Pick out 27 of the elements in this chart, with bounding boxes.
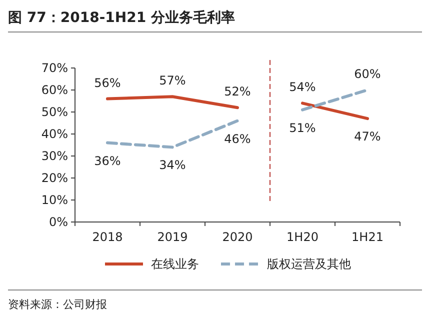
chart-title: 图 77：2018-1H21 分业务毛利率 <box>8 9 235 26</box>
data-label: 54% <box>289 80 316 94</box>
y-tick-label: 0% <box>48 215 68 229</box>
data-label: 60% <box>354 67 381 81</box>
y-tick-label: 60% <box>41 83 68 97</box>
data-label: 47% <box>354 130 381 144</box>
y-tick-label: 70% <box>41 61 68 75</box>
legend-label: 版权运营及其他 <box>267 257 351 271</box>
text: 资料来源：公司财报 <box>8 298 107 311</box>
data-label: 52% <box>224 84 251 99</box>
data-label: 46% <box>224 132 251 146</box>
data-label: 51% <box>289 120 316 135</box>
x-tick-label: 1H21 <box>352 230 384 244</box>
y-tick-label: 40% <box>41 127 68 141</box>
y-tick-label: 10% <box>41 193 68 207</box>
data-label: 34% <box>159 158 186 172</box>
y-tick-label: 30% <box>41 149 68 163</box>
x-tick-label: 2019 <box>157 230 188 244</box>
x-tick-label: 2020 <box>222 230 253 244</box>
y-tick-label: 50% <box>41 105 68 119</box>
x-tick-label: 1H20 <box>286 230 318 244</box>
legend-label: 在线业务 <box>151 257 199 271</box>
data-label: 36% <box>94 154 121 168</box>
data-label: 56% <box>94 76 121 90</box>
y-tick-label: 20% <box>41 171 68 185</box>
x-tick-label: 2018 <box>92 230 123 244</box>
data-label: 57% <box>159 74 186 88</box>
